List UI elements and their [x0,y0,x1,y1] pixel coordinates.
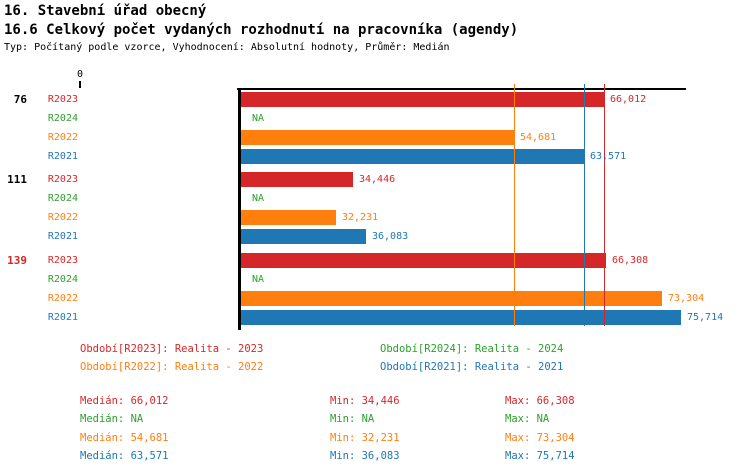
bar-R2021 [241,229,367,244]
group-label: 139 [7,254,27,267]
report-subtitle: 16.6 Celkový počet vydaných rozhodnutí n… [4,22,519,38]
bar-value-label: 36,083 [372,231,409,242]
group-label: 111 [7,173,27,186]
stats-min-R2024: Min: NA [330,413,375,425]
row-label-R2024: R2024 [47,274,78,285]
stats-median-R2023: Medián: 66,012 [80,395,169,407]
bar-R2023 [241,172,354,187]
stats-max-R2021: Max: 75,714 [505,450,575,462]
bar-value-label: 66,012 [610,94,647,105]
bar-value-label: 73,304 [668,293,705,304]
stats-min-R2022: Min: 32,231 [330,432,400,444]
row-label-R2023: R2023 [47,174,78,185]
stats-median-R2024: Medián: NA [80,413,144,425]
row-label-R2024: R2024 [47,193,78,204]
row-label-R2023: R2023 [47,255,78,266]
bar-value-label: 66,308 [612,255,649,266]
na-value-label: NA [252,113,265,124]
bar-value-label: 63,571 [590,151,627,162]
row-label-R2021: R2021 [47,312,78,323]
legend-item-R2021: Období[R2021]: Realita - 2021 [380,361,564,373]
median-line-R2023 [604,84,605,326]
axis-baseline [238,88,241,330]
bar-value-label: 34,446 [359,174,396,185]
report-title: 16. Stavební úřad obecný [4,3,207,19]
stats-max-R2023: Max: 66,308 [505,395,575,407]
stats-min-R2021: Min: 36,083 [330,450,400,462]
median-line-R2021 [584,84,585,326]
row-label-R2022: R2022 [47,293,78,304]
bar-value-label: 32,231 [342,212,379,223]
axis-origin-label: 0 [76,69,84,80]
report-meta: Typ: Počítaný podle vzorce, Vyhodnocení:… [4,42,450,53]
row-label-R2023: R2023 [47,94,78,105]
bar-R2023 [241,253,607,268]
stats-max-R2022: Max: 73,304 [505,432,575,444]
row-label-R2022: R2022 [47,212,78,223]
na-value-label: NA [252,274,265,285]
row-label-R2021: R2021 [47,151,78,162]
stats-median-R2021: Medián: 63,571 [80,450,169,462]
axis-top-line [237,88,686,90]
median-line-R2022 [514,84,515,326]
row-label-R2022: R2022 [47,132,78,143]
stats-median-R2022: Medián: 54,681 [80,432,169,444]
row-label-R2024: R2024 [47,113,78,124]
na-value-label: NA [252,193,265,204]
bar-R2022 [241,130,514,145]
bar-value-label: 75,714 [687,312,724,323]
bar-R2022 [241,291,662,306]
group-label: 76 [13,93,27,106]
legend-item-R2022: Období[R2022]: Realita - 2022 [80,361,264,373]
axis-origin-tick [79,81,81,88]
stats-min-R2023: Min: 34,446 [330,395,400,407]
bar-R2023 [241,92,604,107]
bar-value-label: 54,681 [520,132,557,143]
legend-item-R2024: Období[R2024]: Realita - 2024 [380,343,564,355]
bar-R2022 [241,210,336,225]
bar-R2021 [241,310,681,325]
row-label-R2021: R2021 [47,231,78,242]
legend-item-R2023: Období[R2023]: Realita - 2023 [80,343,264,355]
stats-max-R2024: Max: NA [505,413,550,425]
bar-R2021 [241,149,585,164]
